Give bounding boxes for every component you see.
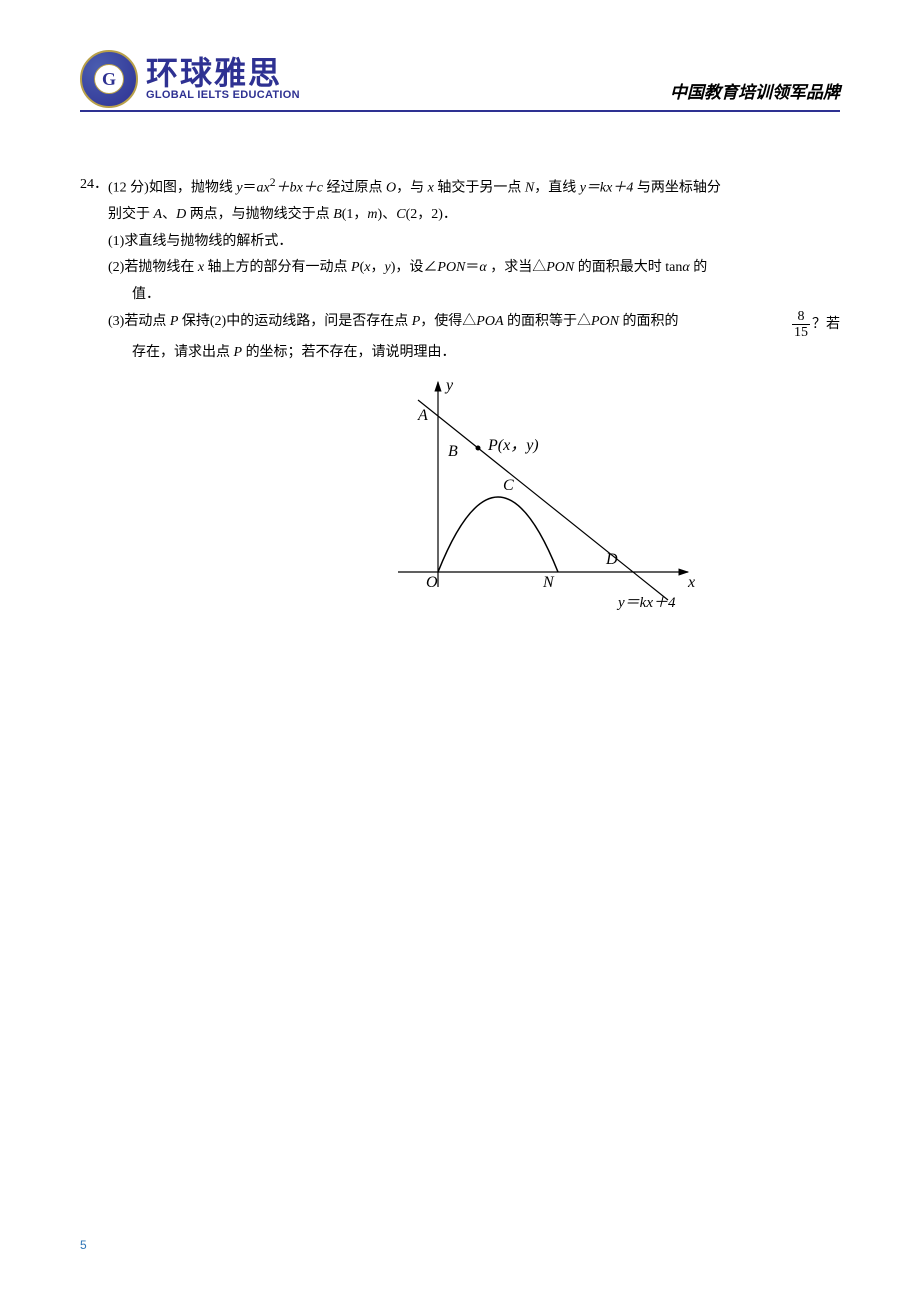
t: ， (371, 260, 385, 275)
line-kx4 (418, 400, 668, 600)
t: ，与 (396, 181, 428, 196)
t: ，求当△ (487, 260, 547, 275)
label-N: N (542, 574, 555, 591)
t: 与两坐标轴分 (633, 181, 721, 196)
v: y＝kx＋4 (580, 181, 634, 196)
label-line-eq: y＝kx＋4 (616, 595, 676, 611)
problem-content: 24． (12 分)如图，抛物线 y＝ax2＋bx＋c 经过原点 O，与 x 轴… (80, 172, 840, 612)
label-O: O (426, 574, 438, 591)
t: 存在，请求出点 (132, 345, 234, 360)
problem-24: 24． (12 分)如图，抛物线 y＝ax2＋bx＋c 经过原点 O，与 x 轴… (80, 172, 840, 612)
v: A (154, 207, 163, 222)
logo-chinese: 环球雅思 (146, 57, 300, 89)
t: 的面积等于△ (504, 314, 592, 329)
label-C: C (503, 477, 514, 494)
t: 轴上方的部分有一动点 (204, 260, 351, 275)
t: 别交于 (108, 207, 154, 222)
v: C (396, 207, 405, 222)
v: α (479, 260, 486, 275)
v: B (333, 207, 342, 222)
label-B: B (448, 443, 458, 460)
sub-3-line2: 存在，请求出点 P 的坐标；若不存在，请说明理由． (108, 340, 840, 367)
t: 两点，与抛物线交于点 (186, 207, 333, 222)
problem-line-1: (12 分)如图，抛物线 y＝ax2＋bx＋c 经过原点 O，与 x 轴交于另一… (108, 172, 840, 202)
t: ＝ (243, 181, 257, 196)
t: (3)若动点 (108, 314, 170, 329)
logo-letter: G (94, 64, 124, 94)
t: (2)若抛物线在 (108, 260, 198, 275)
t: ？若 (812, 317, 840, 332)
logo-badge: G (80, 50, 138, 108)
t: 的坐标；若不存在，请说明理由． (242, 345, 456, 360)
v: m (367, 207, 377, 222)
label-D: D (605, 551, 618, 568)
problem-line-2: 别交于 A、D 两点，与抛物线交于点 B(1，m)、C(2，2)． (108, 202, 840, 229)
v: PON (591, 314, 619, 329)
v: ＋bx＋c (276, 181, 323, 196)
v: P (351, 260, 360, 275)
problem-number: 24． (80, 172, 108, 612)
t: (2，2) (406, 207, 443, 222)
t: 如图，抛物线 (149, 181, 237, 196)
sub-2: (2)若抛物线在 x 轴上方的部分有一动点 P(x，y)，设∠PON＝α ，求当… (108, 255, 840, 282)
t: ，设∠ (395, 260, 437, 275)
t: 的面积最大时 tan (574, 260, 682, 275)
points: (12 分) (108, 181, 149, 196)
parabola-curve (438, 497, 558, 572)
page-number: 5 (80, 1238, 87, 1252)
label-x: x (687, 574, 695, 591)
t: 、 (162, 207, 176, 222)
t: 保持(2)中的运动线路，问是否存在点 (178, 314, 411, 329)
v: POA (476, 314, 503, 329)
t: 轴交于另一点 (434, 181, 525, 196)
fraction-8-15: 8 15 ？若 (790, 309, 840, 341)
sub-3-text: (3)若动点 P 保持(2)中的运动线路，问是否存在点 P，使得△POA 的面积… (108, 309, 790, 336)
t: 的面积的 (619, 314, 679, 329)
logo-english: GLOBAL IELTS EDUCATION (146, 89, 300, 101)
v: PON (437, 260, 465, 275)
t: ，使得△ (420, 314, 476, 329)
diagram-svg: y x A B P(x，y) C D O N y＝kx＋4 (388, 372, 708, 612)
problem-body: (12 分)如图，抛物线 y＝ax2＋bx＋c 经过原点 O，与 x 轴交于另一… (108, 172, 840, 612)
sub-3: (3)若动点 P 保持(2)中的运动线路，问是否存在点 P，使得△POA 的面积… (108, 309, 840, 341)
v: α (682, 260, 689, 275)
header-tagline: 中国教育培训领军品牌 (670, 78, 840, 108)
page-header: G 环球雅思 GLOBAL IELTS EDUCATION 中国教育培训领军品牌 (80, 50, 840, 112)
t: ＝ (465, 260, 479, 275)
sub-2-line2: 值． (108, 282, 840, 309)
logo-area: G 环球雅思 GLOBAL IELTS EDUCATION (80, 50, 300, 108)
figure-parabola: y x A B P(x，y) C D O N y＝kx＋4 (388, 372, 708, 612)
sub-1: (1)求直线与抛物线的解析式． (108, 229, 840, 256)
v: P (412, 314, 421, 329)
t: (1， (342, 207, 368, 222)
logo-text: 环球雅思 GLOBAL IELTS EDUCATION (146, 57, 300, 101)
v: ax (257, 181, 270, 196)
v: N (525, 181, 534, 196)
t: ，直线 (534, 181, 580, 196)
label-A: A (417, 407, 428, 424)
v: D (176, 207, 186, 222)
t: ． (443, 207, 457, 222)
label-P: P(x，y) (487, 437, 539, 454)
label-y: y (444, 377, 454, 394)
t: 、 (382, 207, 396, 222)
point-P (476, 446, 481, 451)
v: PON (546, 260, 574, 275)
v: O (386, 181, 396, 196)
numerator: 8 (792, 309, 810, 325)
v: P (234, 345, 243, 360)
t: 经过原点 (323, 181, 386, 196)
t: 的 (690, 260, 708, 275)
denominator: 15 (792, 325, 810, 340)
